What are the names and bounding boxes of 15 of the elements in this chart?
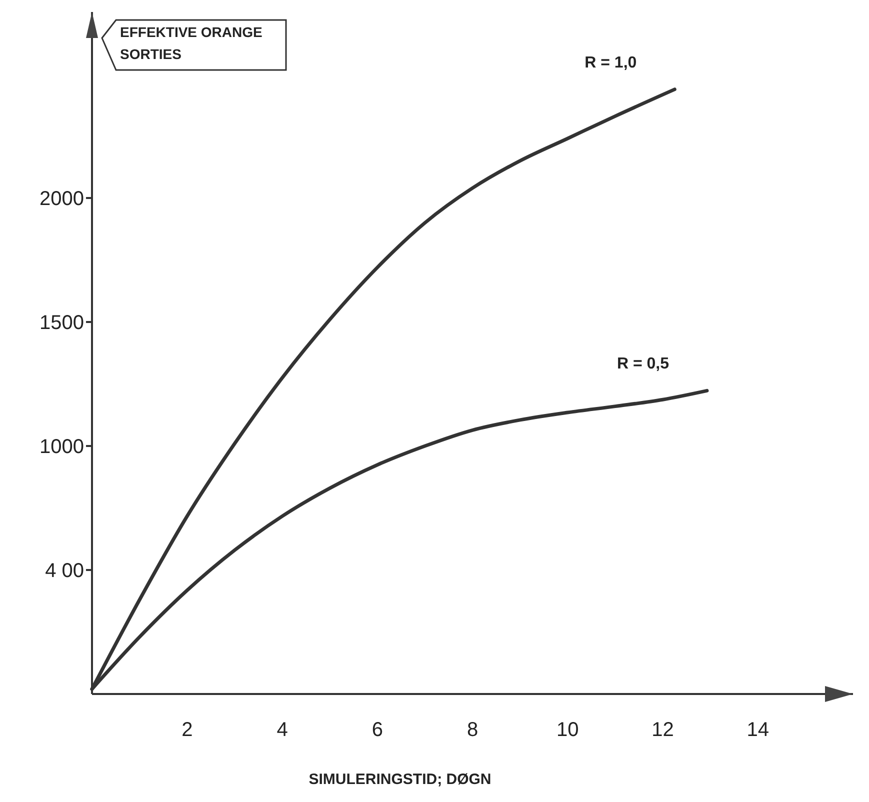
x-tick-label: 10 — [556, 719, 579, 741]
x-tick-label: 14 — [746, 719, 769, 741]
x-tick-label: 12 — [652, 719, 674, 741]
y-axis-title: EFFEKTIVE ORANGE SORTIES — [120, 23, 264, 64]
x-tick-label: 6 — [372, 719, 383, 741]
y-tick-label: 1500 — [40, 312, 84, 334]
series-label: R = 1,0 — [584, 54, 637, 72]
x-axis-title: SIMULERINGSTID; DØGN — [308, 771, 492, 788]
x-tick-label: 8 — [466, 719, 478, 741]
x-tick-label: 4 — [276, 719, 288, 741]
y-tick-label: 1000 — [40, 436, 84, 458]
x-tick-label: 2 — [182, 719, 193, 741]
y-tick-label: 4 00 — [45, 560, 84, 582]
y-tick-label: 2000 — [40, 188, 84, 210]
series-label: R = 0,5 — [616, 356, 670, 373]
